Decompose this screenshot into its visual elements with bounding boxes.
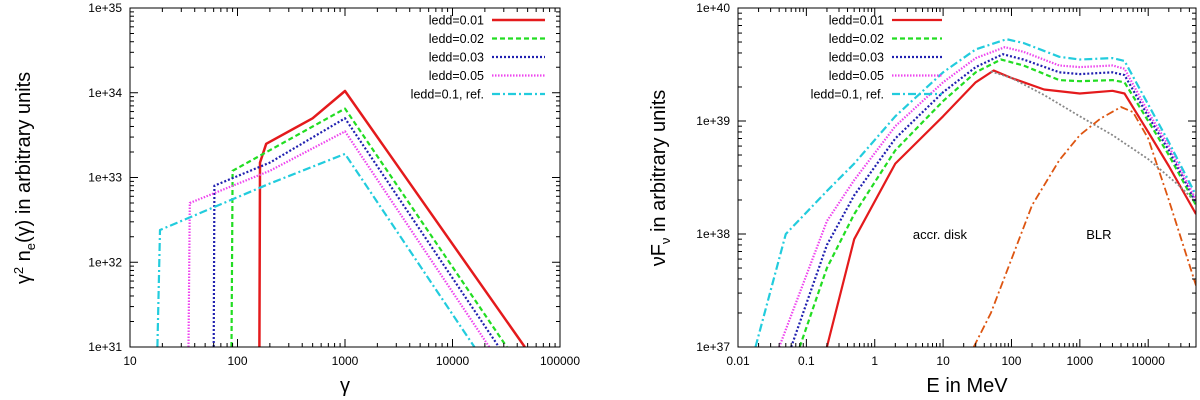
left-legend-label-0: ledd=0.01 xyxy=(429,14,484,28)
left-series-line-ledd-0.1-ref. xyxy=(156,152,476,347)
right-ytick-label-0: 1e+37 xyxy=(696,340,730,354)
right-series-line-ledd-0.01 xyxy=(825,69,1196,347)
right-legend-item-0: ledd=0.01 xyxy=(829,14,942,28)
left-ytick-label-1: 1e+32 xyxy=(88,255,122,269)
left-legend-label-4: ledd=0.1, ref. xyxy=(411,88,484,102)
right-legend-item-3: ledd=0.05 xyxy=(829,69,942,83)
right-legend: ledd=0.01 ledd=0.02 ledd=0.03 ledd=0.05 ledd… xyxy=(811,14,942,102)
left-legend: ledd=0.01 ledd=0.02 ledd=0.03 ledd=0.05 ledd… xyxy=(411,14,545,102)
right-ytick-label-1: 1e+38 xyxy=(696,227,730,241)
right-legend-item-2: ledd=0.03 xyxy=(829,51,942,65)
left-series-line-ledd-0.05 xyxy=(187,130,491,347)
left-series-line-ledd-0.01 xyxy=(258,89,526,347)
right-series-line-component-6 xyxy=(972,106,1196,347)
right-y-axis-label: νFν in arbitrary units xyxy=(648,90,673,267)
right-legend-label-3: ledd=0.05 xyxy=(829,69,884,83)
left-ytick-label-2: 1e+33 xyxy=(88,171,122,185)
right-series-line-ledd-0.02 xyxy=(798,58,1196,347)
right-xtick-label-3: 10 xyxy=(936,354,950,368)
left-xtick-label-1: 100 xyxy=(227,354,247,368)
right-legend-label-1: ledd=0.02 xyxy=(829,32,884,46)
left-plot-frame xyxy=(129,7,561,348)
right-series-line-ledd-0.1-ref. xyxy=(754,38,1196,347)
left-ytick-label-3: 1e+34 xyxy=(88,86,122,100)
right-annotations: accr. disk BLR xyxy=(913,227,1112,242)
left-xtick-label-3: 10000 xyxy=(436,354,470,368)
left-xtick-label-0: 10 xyxy=(123,354,137,368)
right-ytick-label-2: 1e+39 xyxy=(696,114,730,128)
left-legend-item-2: ledd=0.03 xyxy=(429,51,545,65)
right-series-line-component-5 xyxy=(990,70,1196,204)
right-xtick-label-6: 10000 xyxy=(1132,354,1166,368)
left-legend-item-3: ledd=0.05 xyxy=(429,69,545,83)
right-x-axis-label: E in MeV xyxy=(926,375,1008,397)
left-xtick-label-2: 1000 xyxy=(332,354,359,368)
right-chart: 0.01 0.1 1 10 100 1000 10000 1e+37 1e+38 1e+39 1e+… xyxy=(648,1,1197,397)
left-series xyxy=(156,89,526,347)
left-y-axis-label: γ2 ne(γ) in arbitrary units xyxy=(11,72,38,284)
right-xtick-label-2: 1 xyxy=(871,354,878,368)
left-x-axis-label: γ xyxy=(340,375,350,397)
right-legend-label-2: ledd=0.03 xyxy=(829,51,884,65)
right-plot-frame xyxy=(737,7,1197,348)
right-xtick-label-0: 0.01 xyxy=(726,354,750,368)
right-series-line-ledd-0.03 xyxy=(790,53,1196,347)
left-legend-item-1: ledd=0.02 xyxy=(429,32,545,46)
right-xtick-label-4: 100 xyxy=(1001,354,1021,368)
right-ytick-label-3: 1e+40 xyxy=(696,1,730,15)
left-series-line-ledd-0.02 xyxy=(230,107,508,347)
right-annotation-1: BLR xyxy=(1086,227,1111,242)
left-ticks: 10 100 1000 10000 100000 1e+31 1e+32 1e+33 1e+34… xyxy=(88,1,580,368)
right-annotation-0: accr. disk xyxy=(913,227,968,242)
left-series-line-ledd-0.03 xyxy=(212,117,500,347)
right-legend-label-4: ledd=0.1, ref. xyxy=(811,88,884,102)
left-legend-item-0: ledd=0.01 xyxy=(429,14,545,28)
left-chart: 10 100 1000 10000 100000 1e+31 1e+32 1e+33 1e+34… xyxy=(11,1,580,397)
left-legend-label-3: ledd=0.05 xyxy=(429,69,484,83)
left-legend-label-2: ledd=0.03 xyxy=(429,51,484,65)
right-xtick-label-5: 1000 xyxy=(1066,354,1093,368)
left-legend-item-4: ledd=0.1, ref. xyxy=(411,88,545,102)
left-ytick-label-4: 1e+35 xyxy=(88,1,122,15)
right-legend-item-4: ledd=0.1, ref. xyxy=(811,88,942,102)
left-ytick-label-0: 1e+31 xyxy=(88,340,122,354)
left-legend-label-1: ledd=0.02 xyxy=(429,32,484,46)
right-ticks: 0.01 0.1 1 10 100 1000 10000 1e+37 1e+38 1e+39 1e+… xyxy=(696,1,1196,368)
right-series xyxy=(754,38,1196,347)
right-xtick-label-1: 0.1 xyxy=(798,354,815,368)
right-legend-item-1: ledd=0.02 xyxy=(829,32,942,46)
left-xtick-label-4: 100000 xyxy=(540,354,580,368)
right-legend-label-0: ledd=0.01 xyxy=(829,14,884,28)
